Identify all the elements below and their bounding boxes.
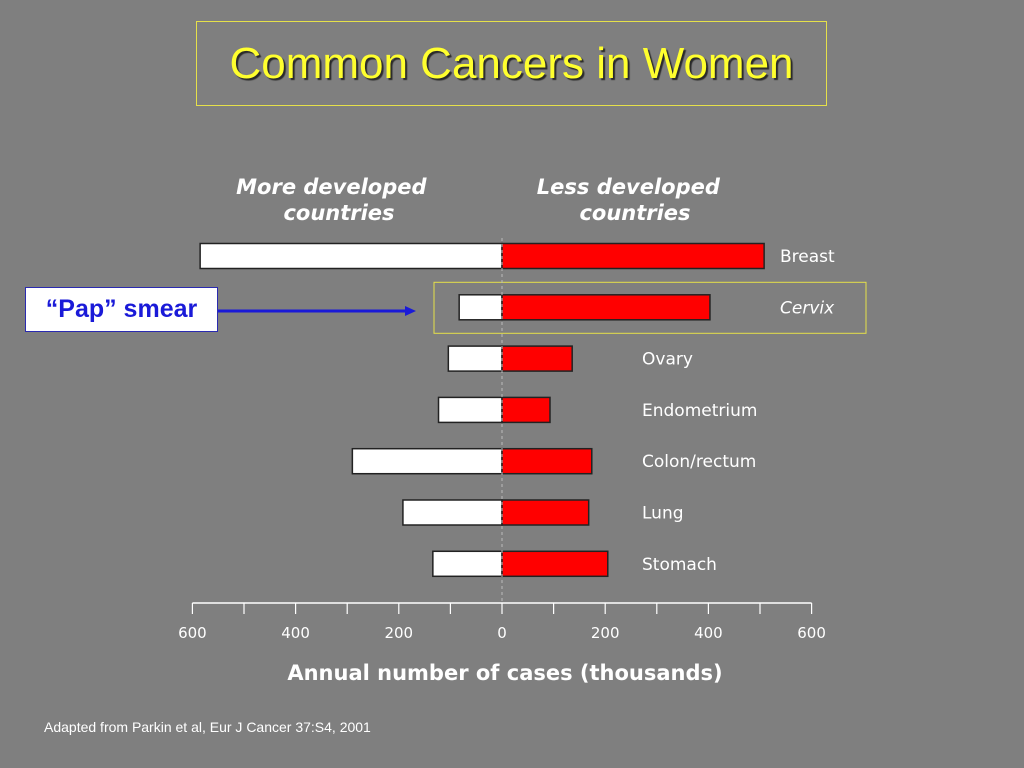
- category-labels: Breast Cervix Ovary Endometrium Colon/rectum…: [642, 247, 835, 575]
- category-label-ovary: Ovary: [642, 350, 693, 370]
- header-less-developed: Less developed countries: [537, 175, 727, 225]
- bar-less-colon-rectum: [501, 447, 593, 475]
- callout-arrow: [218, 306, 416, 316]
- bar-less-breast: [501, 242, 765, 270]
- x-tick-label-0: 600: [178, 624, 207, 642]
- header-less-line1: Less developed: [537, 175, 721, 199]
- x-axis: 600 400 200 0 200 400 600: [178, 602, 826, 642]
- x-tick-label-5: 400: [694, 624, 723, 642]
- x-tick-label-3: 0: [497, 624, 507, 642]
- highlight-box-cervix: [433, 281, 867, 334]
- x-tick-label-2: 200: [384, 624, 413, 642]
- bar-more-endometrium: [437, 396, 503, 424]
- bar-more-stomach: [432, 550, 503, 578]
- bar-less-endometrium: [501, 396, 551, 424]
- category-label-endometrium: Endometrium: [642, 401, 757, 421]
- category-label-colon-rectum: Colon/rectum: [642, 452, 756, 472]
- x-axis-label: Annual number of cases (thousands): [287, 661, 722, 685]
- bar-less-ovary: [501, 345, 573, 372]
- bar-more-lung: [402, 499, 503, 526]
- source-citation: Adapted from Parkin et al, Eur J Cancer …: [44, 719, 371, 735]
- header-more-developed: More developed countries: [236, 175, 434, 225]
- category-label-lung: Lung: [642, 504, 684, 524]
- bar-more-colon-rectum: [351, 447, 503, 475]
- header-less-line2: countries: [579, 201, 690, 225]
- bar-less-stomach: [501, 550, 609, 578]
- x-tick-label-6: 600: [797, 624, 826, 642]
- highlight-layer: [433, 281, 867, 334]
- arrow-head: [405, 306, 416, 316]
- bar-less-lung: [501, 499, 590, 526]
- title-box: Common Cancers in Women: [196, 21, 827, 106]
- bar-more-cervix: [458, 294, 503, 321]
- bars-layer: [199, 238, 765, 608]
- bar-more-ovary: [447, 345, 503, 372]
- x-tick-label-1: 400: [281, 624, 310, 642]
- header-more-line1: More developed: [236, 175, 427, 199]
- category-label-stomach: Stomach: [642, 555, 717, 575]
- category-label-breast: Breast: [780, 247, 835, 267]
- chart-title: Common Cancers in Women: [229, 38, 794, 88]
- bar-more-breast: [199, 242, 503, 270]
- category-label-cervix: Cervix: [780, 298, 835, 318]
- pap-smear-label: “Pap” smear: [45, 295, 198, 323]
- x-tick-label-4: 200: [591, 624, 620, 642]
- bar-less-cervix: [501, 294, 711, 321]
- pap-smear-callout: “Pap” smear: [25, 287, 218, 332]
- header-more-line2: countries: [283, 201, 394, 225]
